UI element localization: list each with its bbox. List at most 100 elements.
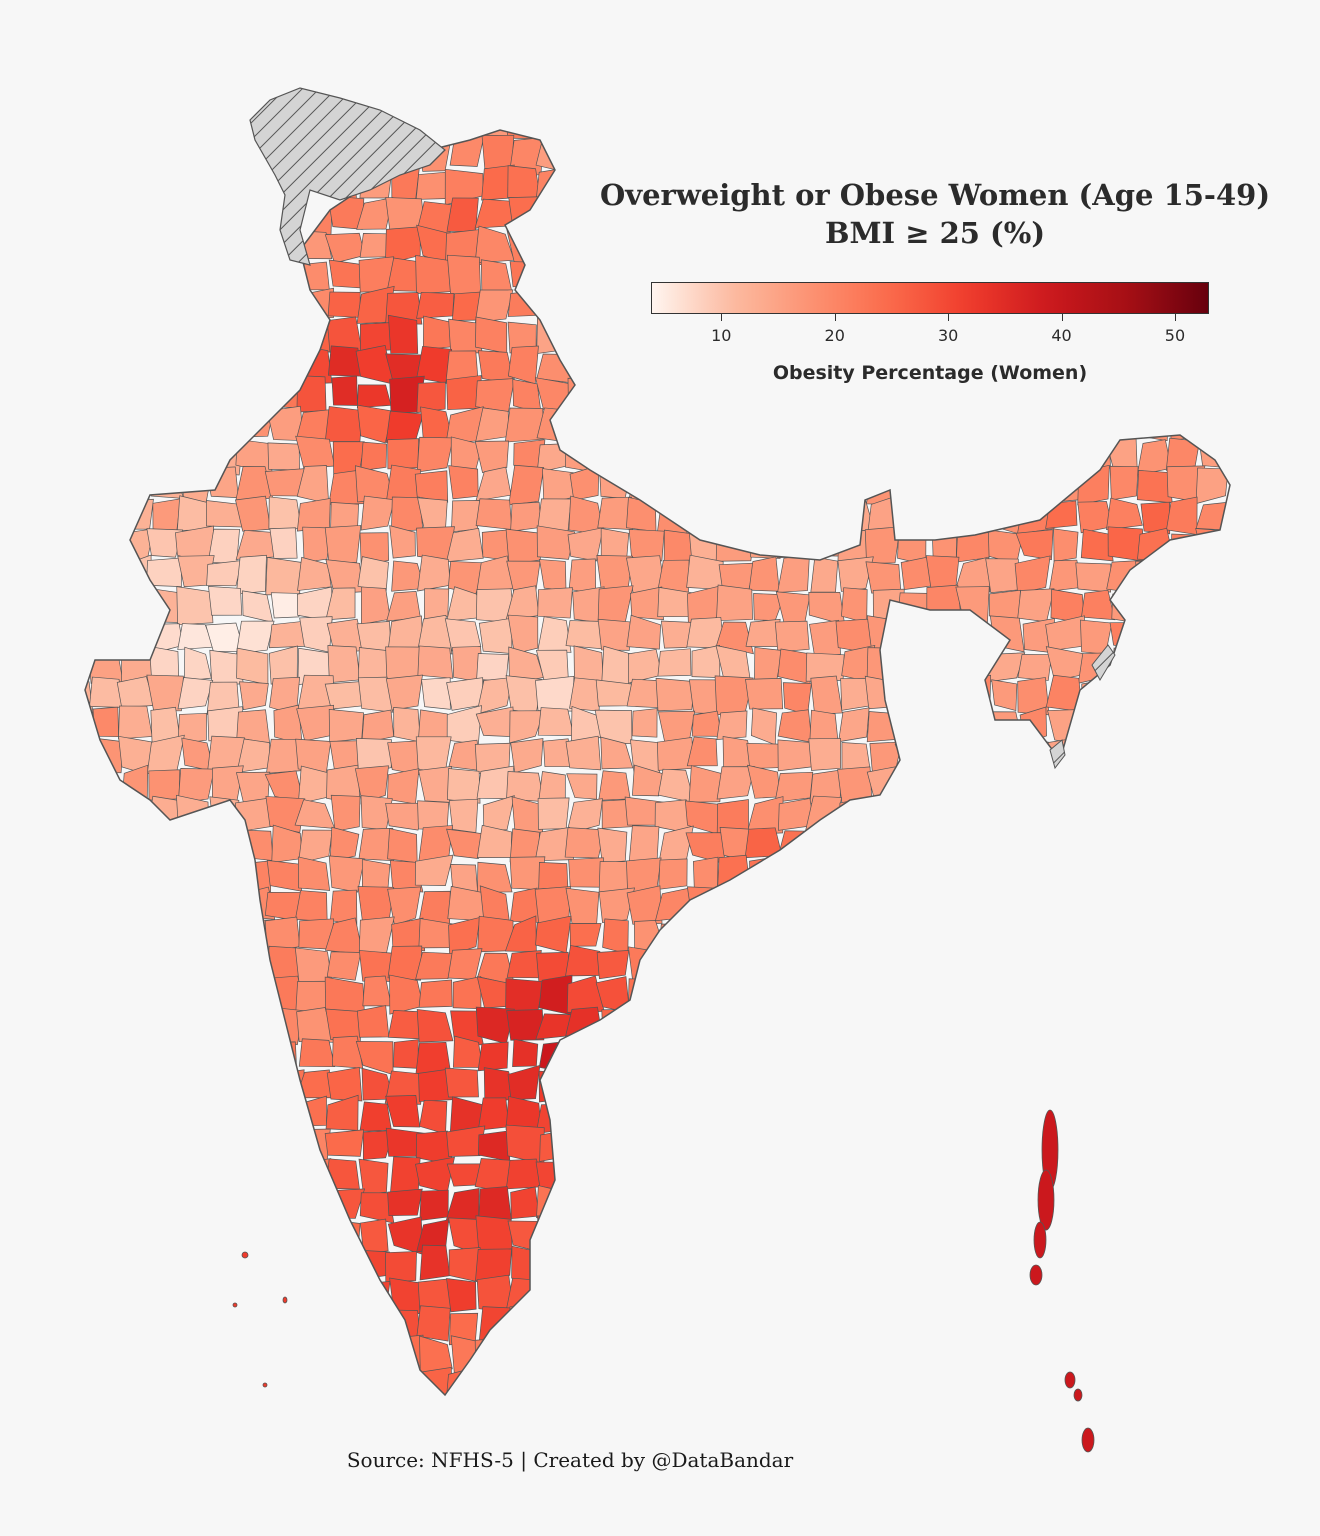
district-polygon — [1226, 1193, 1230, 1223]
disputed-region-north-hatched — [249, 87, 446, 266]
district-polygon — [1196, 767, 1230, 802]
district-polygon — [148, 1095, 181, 1131]
district-polygon — [749, 407, 783, 445]
district-polygon — [116, 261, 150, 292]
district-polygon — [117, 439, 155, 468]
district-polygon — [897, 1154, 935, 1189]
district-polygon — [566, 315, 606, 352]
district-polygon — [1134, 856, 1171, 889]
district-polygon — [1138, 978, 1175, 1011]
district-polygon — [416, 436, 454, 473]
district-polygon — [1227, 1039, 1230, 1075]
district-polygon — [629, 80, 664, 111]
district-polygon — [1108, 77, 1140, 110]
district-polygon — [956, 1162, 996, 1193]
district-polygon — [985, 1159, 1020, 1192]
district-polygon — [1138, 1005, 1169, 1046]
district-polygon — [475, 1215, 513, 1255]
district-polygon — [929, 736, 963, 773]
district-polygon — [419, 1099, 448, 1135]
district-polygon — [324, 681, 363, 710]
district-polygon — [418, 890, 451, 924]
district-polygon — [748, 497, 779, 533]
district-polygon — [238, 1185, 274, 1224]
district-polygon — [1078, 740, 1115, 769]
district-polygon — [805, 977, 845, 1013]
district-polygon — [1047, 709, 1082, 745]
district-polygon — [750, 1096, 785, 1131]
district-polygon — [928, 678, 965, 713]
colorbar-tick-mark — [948, 314, 950, 321]
district-polygon — [387, 76, 423, 112]
district-polygon — [1136, 379, 1171, 411]
district-polygon — [512, 1399, 544, 1434]
district-polygon — [151, 1191, 185, 1224]
district-polygon — [962, 674, 992, 713]
district-polygon — [1015, 1041, 1052, 1070]
district-polygon — [1107, 829, 1145, 859]
district-polygon — [872, 914, 905, 956]
district-polygon — [1233, 1126, 1264, 1163]
district-polygon — [328, 855, 365, 893]
district-polygon — [299, 616, 333, 653]
district-polygon — [114, 1035, 156, 1075]
district-polygon — [1166, 130, 1200, 141]
district-polygon — [1168, 648, 1204, 679]
district-polygon — [1109, 1364, 1143, 1395]
district-polygon — [354, 1369, 392, 1395]
district-polygon — [660, 1394, 693, 1395]
colorbar-ticks: 10 20 30 40 50 — [651, 314, 1209, 345]
district-polygon — [929, 1368, 964, 1395]
district-polygon — [778, 919, 809, 954]
district-polygon — [1170, 1401, 1203, 1432]
district-polygon — [1226, 647, 1230, 684]
district-polygon — [1195, 831, 1230, 861]
district-polygon — [385, 674, 423, 711]
district-polygon — [1227, 81, 1262, 106]
district-polygon — [1195, 467, 1229, 505]
district-polygon — [86, 130, 119, 139]
district-polygon — [745, 439, 784, 471]
district-polygon — [1225, 321, 1230, 352]
district-polygon — [477, 76, 513, 105]
district-polygon — [183, 377, 215, 410]
district-polygon — [1228, 734, 1230, 772]
district-polygon — [447, 768, 481, 804]
district-polygon — [1045, 770, 1081, 800]
district-polygon — [264, 1218, 303, 1254]
district-polygon — [446, 254, 481, 295]
district-polygon — [926, 584, 962, 624]
district-polygon — [152, 891, 179, 923]
district-polygon — [1169, 1336, 1205, 1373]
district-polygon — [1021, 1397, 1050, 1430]
district-polygon — [1047, 1038, 1085, 1075]
district-polygon — [602, 1274, 635, 1315]
district-polygon — [416, 381, 446, 413]
district-polygon — [989, 141, 1021, 173]
district-polygon — [750, 914, 783, 955]
district-polygon — [119, 587, 156, 624]
district-polygon — [925, 711, 962, 746]
district-polygon — [1197, 1010, 1230, 1045]
district-polygon — [207, 1035, 244, 1072]
district-polygon — [655, 1155, 693, 1194]
district-polygon — [775, 944, 807, 985]
district-polygon — [955, 888, 992, 921]
district-polygon — [625, 1274, 666, 1313]
district-polygon — [985, 1007, 1021, 1041]
district-polygon — [419, 1189, 449, 1221]
district-polygon — [929, 1338, 966, 1374]
district-polygon — [1050, 977, 1085, 1009]
district-polygon — [864, 974, 904, 1014]
district-polygon — [565, 735, 602, 771]
district-polygon — [1075, 130, 1115, 139]
district-polygon — [1166, 915, 1198, 954]
district-polygon — [150, 856, 177, 890]
district-polygon — [1194, 1039, 1230, 1075]
district-polygon — [600, 378, 633, 413]
district-polygon — [1232, 142, 1260, 173]
district-polygon — [85, 504, 89, 529]
district-polygon — [508, 1304, 540, 1345]
district-polygon — [1045, 1007, 1081, 1039]
district-polygon — [686, 1335, 725, 1374]
